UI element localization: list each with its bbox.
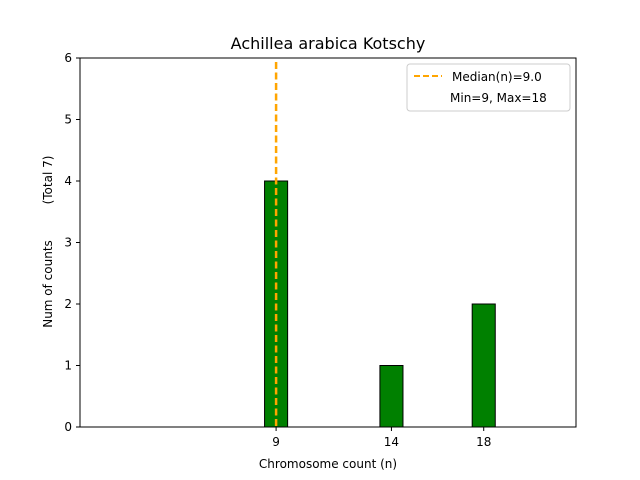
y-axis-total-label: (Total 7) [41,156,55,205]
legend-range-label: Min=9, Max=18 [450,91,547,105]
bars-group [264,180,496,428]
y-tick-label: 3 [64,236,72,250]
y-tick-label: 4 [64,174,72,188]
x-axis-ticks: 9 14 18 [272,427,491,449]
legend: Median(n)=9.0 Min=9, Max=18 [406,63,571,112]
y-axis-label: Num of counts [41,240,55,328]
legend-median-label: Median(n)=9.0 [452,70,542,84]
y-tick-label: 0 [64,420,72,434]
y-tick-label: 1 [64,359,72,373]
y-tick-label: 6 [64,51,72,65]
x-tick-label: 9 [272,435,280,449]
legend-box [406,63,571,112]
x-tick-label: 14 [384,435,399,449]
x-tick-label: 18 [476,435,491,449]
y-tick-label: 5 [64,113,72,127]
bar-14 [379,365,404,428]
bar-18 [471,303,496,428]
x-axis-label: Chromosome count (n) [259,457,397,471]
plot-frame [79,57,577,428]
y-axis-ticks: 0 1 2 3 4 5 6 [64,51,80,434]
chart-title: Achillea arabica Kotschy [231,34,426,53]
y-tick-label: 2 [64,297,72,311]
